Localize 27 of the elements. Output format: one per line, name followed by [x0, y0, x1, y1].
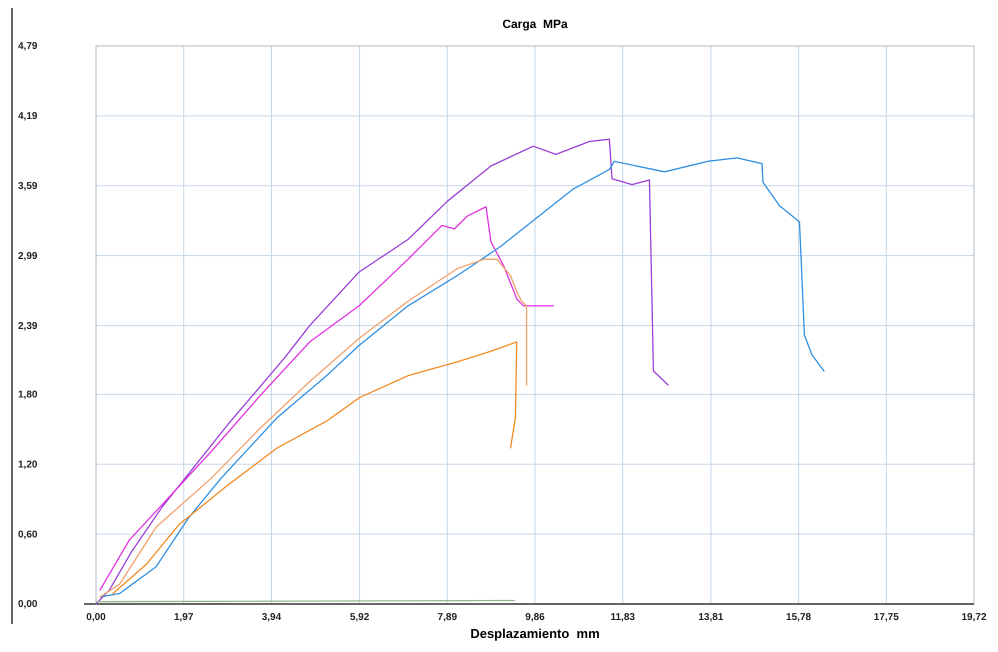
- y-tick-label: 0,60: [18, 529, 38, 540]
- x-tick-label: 5,92: [350, 612, 370, 623]
- x-tick-label: 11,83: [610, 612, 636, 623]
- x-tick-label: 0,00: [86, 612, 106, 623]
- y-tick-label: 1,80: [18, 390, 38, 401]
- y-tick-label: 1,20: [18, 459, 38, 470]
- line-series: [112, 341, 518, 594]
- x-tick-label: 19,72: [961, 612, 987, 623]
- y-tick-label: 0,00: [18, 599, 38, 610]
- y-tick-label: 4,19: [18, 111, 38, 122]
- line-series: [99, 258, 528, 598]
- x-tick-label: 7,89: [438, 612, 458, 623]
- y-tick-label: 3,59: [18, 180, 38, 192]
- chart-title: Carga MPa: [502, 17, 568, 31]
- x-tick-label: 1,97: [174, 612, 194, 623]
- x-tick-label: 13,81: [698, 612, 724, 623]
- line-series: [95, 138, 669, 605]
- y-tick-label: 2,39: [18, 320, 38, 332]
- y-tick-label: 2,99: [18, 250, 38, 262]
- x-tick-label: 15,78: [786, 612, 812, 623]
- x-tick-label: 3,94: [262, 612, 282, 623]
- x-tick-label: 9,86: [525, 612, 546, 623]
- x-axis-title: Desplazamiento mm: [470, 626, 600, 641]
- line-series: [99, 157, 825, 598]
- x-tick-label: 17,75: [874, 612, 900, 623]
- line-series: [99, 206, 554, 591]
- y-tick-label: 4,79: [18, 41, 38, 52]
